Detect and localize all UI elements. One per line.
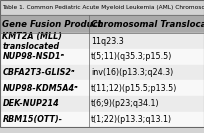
Text: Chromosomal Translocation: Chromosomal Translocation xyxy=(91,20,204,29)
Text: t(11;12)(p15.5;p13.5): t(11;12)(p15.5;p13.5) xyxy=(91,84,177,93)
Text: NUP98-KDM5A4ᵃ: NUP98-KDM5A4ᵃ xyxy=(2,84,78,93)
Text: RBM15(OTT)-: RBM15(OTT)- xyxy=(2,115,62,124)
Text: CBFA2T3-GLIS2ᵃ: CBFA2T3-GLIS2ᵃ xyxy=(2,68,75,77)
Text: 11q23.3: 11q23.3 xyxy=(91,37,124,46)
Text: t(1;22)(p13.3;q13.1): t(1;22)(p13.3;q13.1) xyxy=(91,115,172,124)
Text: KMT2A (MLL)
translocated: KMT2A (MLL) translocated xyxy=(2,32,62,51)
Bar xyxy=(0,80,204,96)
Text: NUP98-NSD1ᵃ: NUP98-NSD1ᵃ xyxy=(2,52,65,61)
Text: inv(16)(p13.3;q24.3): inv(16)(p13.3;q24.3) xyxy=(91,68,173,77)
Bar xyxy=(0,15,204,33)
Bar xyxy=(0,65,204,80)
Text: t(5;11)(q35.3;p15.5): t(5;11)(q35.3;p15.5) xyxy=(91,52,173,61)
Bar xyxy=(0,49,204,65)
Bar xyxy=(0,112,204,127)
Bar xyxy=(0,33,204,49)
Bar xyxy=(0,96,204,112)
Text: DEK-NUP214: DEK-NUP214 xyxy=(2,99,59,108)
Text: Gene Fusion Product: Gene Fusion Product xyxy=(2,20,102,29)
Text: t(6;9)(p23;q34.1): t(6;9)(p23;q34.1) xyxy=(91,99,160,108)
Bar xyxy=(0,0,204,15)
Text: Table 1. Common Pediatric Acute Myeloid Leukemia (AML) Chromosomal Translocation: Table 1. Common Pediatric Acute Myeloid … xyxy=(2,5,204,10)
